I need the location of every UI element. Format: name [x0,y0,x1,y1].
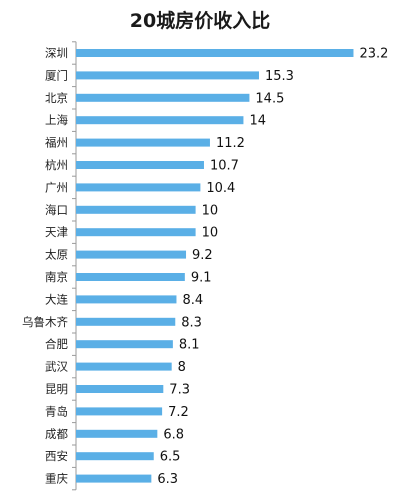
bar [76,93,250,102]
category-label: 福州 [45,136,68,150]
bar [76,250,187,259]
value-label: 11.2 [216,136,245,151]
value-label: 10.7 [210,159,239,174]
value-label: 10 [202,226,219,241]
bar [76,273,185,281]
category-label: 成都 [45,427,68,441]
category-label: 杭州 [45,158,68,172]
chart-title: 20城房价收入比 [129,10,271,32]
category-label: 西安 [45,449,68,463]
category-label: 昆明 [45,382,68,396]
category-label: 厦门 [45,68,68,82]
value-label: 7.2 [168,405,189,420]
value-label: 15.3 [265,69,294,84]
value-label: 6.5 [160,450,181,465]
value-label: 9.2 [192,248,213,263]
bar [76,407,163,416]
bar [76,205,196,214]
bar [76,295,177,304]
value-label: 8.3 [181,315,202,330]
category-label: 青岛 [45,404,68,418]
value-label: 14.5 [255,91,284,106]
category-label: 合肥 [45,337,68,351]
bar [76,385,164,393]
category-label: 海口 [45,203,68,217]
bar [76,340,173,349]
category-label: 上海 [45,113,68,127]
value-label: 7.3 [169,383,190,398]
bar [76,474,152,483]
value-label: 8.4 [182,293,203,308]
bar [76,183,201,192]
bar [76,138,210,147]
value-label: 8.1 [179,338,200,353]
bar [76,429,158,438]
category-label: 北京 [45,91,68,105]
bar [76,452,154,461]
category-label: 南京 [45,270,68,284]
value-label: 6.3 [157,472,178,487]
value-label: 6.8 [163,427,184,442]
bar [76,49,354,57]
category-label: 广州 [45,180,68,194]
value-label: 8 [178,360,186,375]
category-label: 乌鲁木齐 [22,315,68,329]
value-label: 23.2 [359,47,388,62]
category-label: 天津 [45,225,68,239]
value-label: 10 [202,203,219,218]
category-label: 深圳 [45,46,68,60]
category-label: 大连 [45,292,68,306]
value-label: 10.4 [206,181,235,196]
category-label: 重庆 [45,472,68,486]
bar [76,116,244,125]
value-label: 14 [249,114,266,129]
bar [76,317,176,326]
value-label: 9.1 [191,271,212,286]
category-label: 武汉 [45,360,68,374]
bars-layer: 深圳 23.2 厦门 15.3 北京 14.5 上海 14 福州 11.2 杭州 10.7 广州 10.4… [22,41,388,491]
bar [76,362,172,371]
bar [76,228,196,237]
bar [76,161,204,169]
bar [76,71,259,80]
category-label: 太原 [45,248,68,262]
